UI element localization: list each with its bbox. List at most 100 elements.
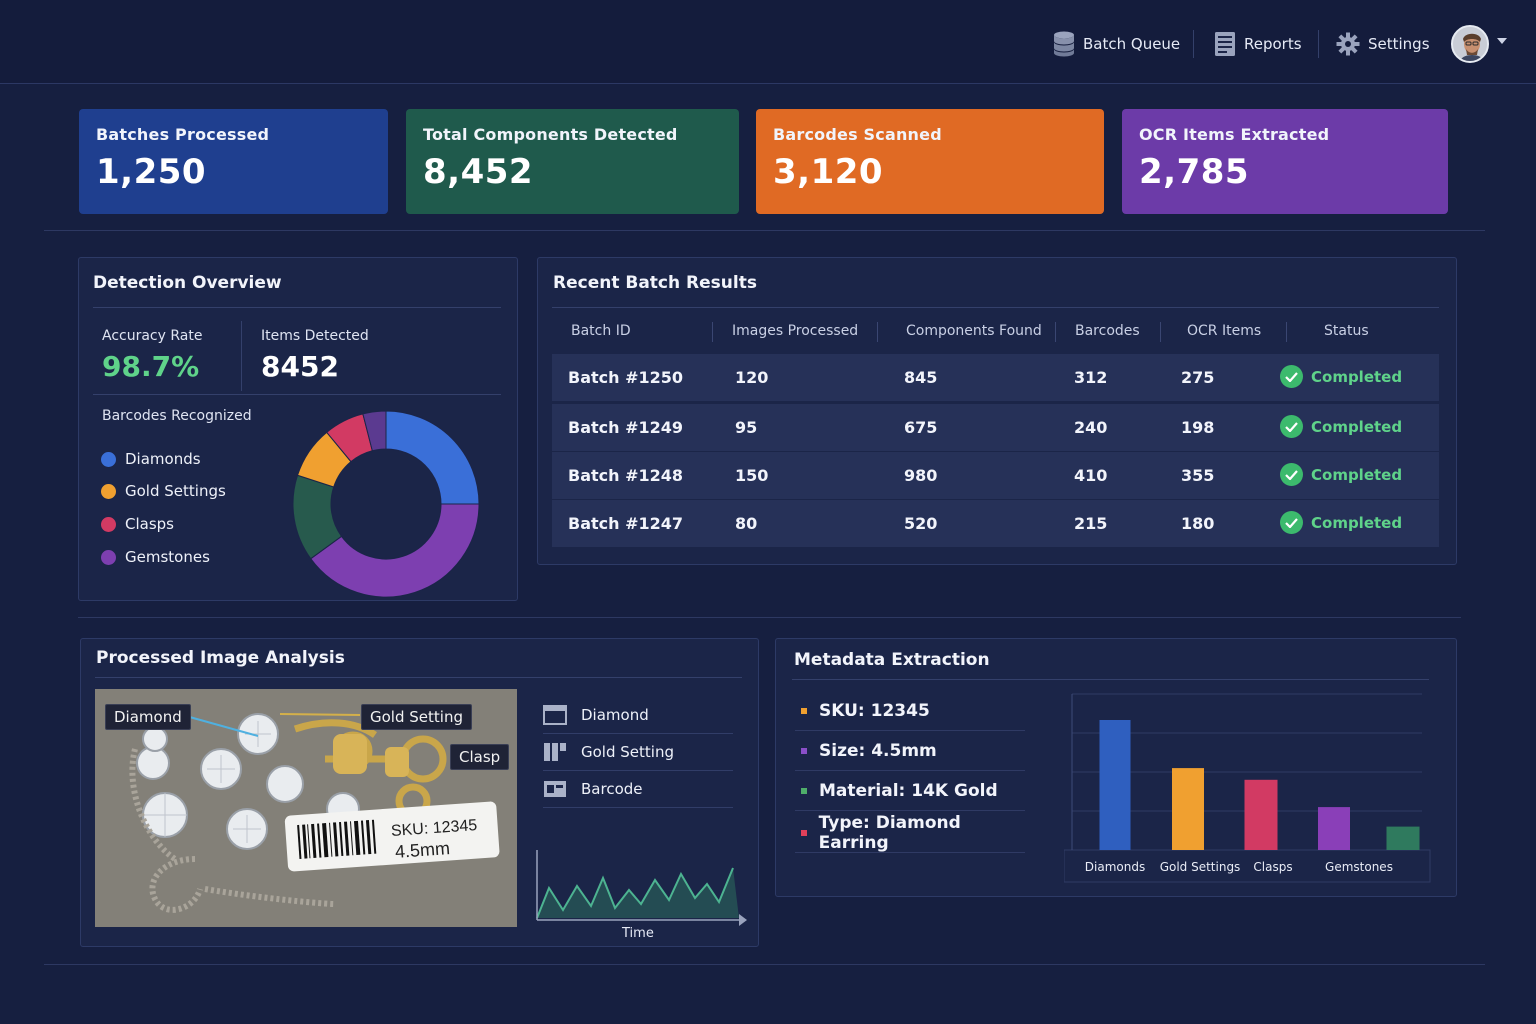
bar[interactable] — [1244, 779, 1278, 850]
batch-id: Batch #1247 — [568, 514, 684, 533]
nav-divider — [1193, 30, 1194, 58]
list-item[interactable]: Gold Setting — [543, 734, 733, 771]
items-detected-value: 8452 — [261, 350, 339, 383]
column-divider — [877, 322, 878, 342]
metadata-text: Material: 14K Gold — [819, 780, 998, 801]
barcodes: 312 — [1074, 368, 1108, 387]
time-series-sparkline — [536, 850, 747, 926]
legend-dot — [101, 483, 116, 499]
status-badge: Completed — [1280, 415, 1402, 438]
detection-tag-diamond[interactable]: Diamond — [105, 704, 191, 730]
nav-reports-label: Reports — [1244, 35, 1302, 53]
x-tick-label: Gold Settings — [1160, 860, 1241, 874]
check-circle-icon — [1280, 511, 1303, 534]
list-item-label: Diamond — [581, 706, 649, 724]
time-axis-label: Time — [622, 926, 654, 941]
status-badge: Completed — [1280, 463, 1402, 486]
metadata-item: Size: 4.5mm — [795, 731, 1025, 771]
components-found: 675 — [904, 418, 938, 437]
top-bar: Batch Queue Reports — [0, 0, 1536, 84]
donut-chart — [292, 410, 480, 598]
detection-tag-clasp[interactable]: Clasp — [450, 744, 510, 770]
divider — [78, 617, 1461, 618]
batch-id: Batch #1250 — [568, 368, 684, 387]
legend-item: Gemstones — [101, 548, 210, 566]
legend-dot — [101, 549, 116, 565]
nav-settings[interactable]: Settings — [1336, 26, 1430, 62]
kpi-ocr-items: OCR Items Extracted 2,785 — [1122, 109, 1448, 214]
images-processed: 80 — [735, 514, 758, 533]
batch-id: Batch #1249 — [568, 418, 684, 437]
column-divider — [1160, 322, 1161, 342]
metadata-text: Type: Diamond Earring — [818, 812, 961, 853]
kpi-barcodes-scanned: Barcodes Scanned 3,120 — [756, 109, 1104, 214]
donut-slice[interactable] — [385, 410, 480, 505]
column-header: OCR Items — [1187, 323, 1262, 339]
legend-dot — [101, 451, 116, 467]
detection-tag-gold-setting[interactable]: Gold Setting — [361, 704, 472, 730]
nav-divider — [1318, 30, 1319, 58]
nav-batch-queue-label: Batch Queue — [1083, 35, 1181, 53]
barcode-icon — [544, 781, 566, 797]
ocr-items: 198 — [1181, 418, 1215, 437]
bar[interactable] — [1318, 807, 1350, 850]
chevron-down-icon[interactable] — [1497, 38, 1507, 44]
status-badge: Completed — [1280, 365, 1402, 388]
table-row[interactable]: Batch #1248 150 980 410 355 Completed — [552, 452, 1439, 499]
bar[interactable] — [1172, 768, 1204, 850]
barcodes: 215 — [1074, 514, 1108, 533]
barcodes: 240 — [1074, 418, 1108, 437]
legend-label: Gemstones — [125, 548, 210, 566]
bar[interactable] — [1386, 826, 1420, 850]
legend-item: Diamonds — [101, 450, 201, 468]
status-badge: Completed — [1280, 511, 1402, 534]
kpi-title: Barcodes Scanned — [773, 125, 942, 144]
column-divider — [1286, 322, 1287, 342]
panel-title: Metadata Extraction — [794, 650, 990, 670]
bullet-icon — [801, 707, 807, 714]
metadata-item: Material: 14K Gold — [795, 771, 1025, 811]
legend-dot — [101, 516, 116, 532]
metadata-item: Type: Diamond Earring — [795, 813, 1025, 853]
metadata-text: Size: 4.5mm — [819, 740, 937, 761]
bullet-icon — [801, 747, 807, 754]
barcodes-recognized-label: Barcodes Recognized — [102, 408, 252, 424]
divider — [93, 394, 501, 395]
list-item[interactable]: Diamond — [543, 697, 733, 734]
kpi-batches-processed: Batches Processed 1,250 — [79, 109, 388, 214]
x-tick-label: Gemstones — [1325, 860, 1393, 874]
nav-batch-queue[interactable]: Batch Queue — [1053, 26, 1180, 62]
kpi-value: 2,785 — [1139, 152, 1250, 192]
check-circle-icon — [1280, 415, 1303, 438]
kpi-title: Batches Processed — [96, 125, 270, 144]
status-label: Completed — [1311, 417, 1403, 436]
components-found: 845 — [904, 368, 938, 387]
panel-title: Processed Image Analysis — [96, 648, 345, 668]
status-label: Completed — [1311, 513, 1403, 532]
ocr-items: 355 — [1181, 466, 1215, 485]
annotation-lines — [185, 713, 361, 737]
list-item[interactable]: Barcode — [543, 771, 733, 808]
legend-item: Gold Settings — [101, 482, 226, 500]
donut-slice[interactable] — [362, 410, 387, 452]
divider — [44, 964, 1485, 965]
column-header: Status — [1324, 323, 1369, 339]
nav-reports[interactable]: Reports — [1214, 26, 1302, 62]
list-item-label: Barcode — [581, 780, 643, 798]
images-processed: 120 — [735, 368, 769, 387]
image-frame-icon — [543, 705, 567, 725]
avatar[interactable] — [1451, 25, 1489, 63]
table-row[interactable]: Batch #1247 80 520 215 180 Completed — [552, 500, 1439, 547]
kpi-total-components: Total Components Detected 8,452 — [406, 109, 739, 214]
component-bar-chart: Diamonds Gold Settings Clasps Gemstones — [1064, 693, 1431, 883]
barcodes: 410 — [1074, 466, 1108, 485]
table-row[interactable]: Batch #1249 95 675 240 198 Completed — [552, 404, 1439, 451]
status-label: Completed — [1311, 367, 1403, 386]
bar[interactable] — [1099, 720, 1131, 850]
donut-slice[interactable] — [310, 503, 480, 598]
images-processed: 150 — [735, 466, 769, 485]
images-processed: 95 — [735, 418, 758, 437]
table-row[interactable]: Batch #1250 120 845 312 275 Completed — [552, 354, 1439, 401]
ocr-items: 180 — [1181, 514, 1215, 533]
items-detected-label: Items Detected — [261, 328, 369, 344]
